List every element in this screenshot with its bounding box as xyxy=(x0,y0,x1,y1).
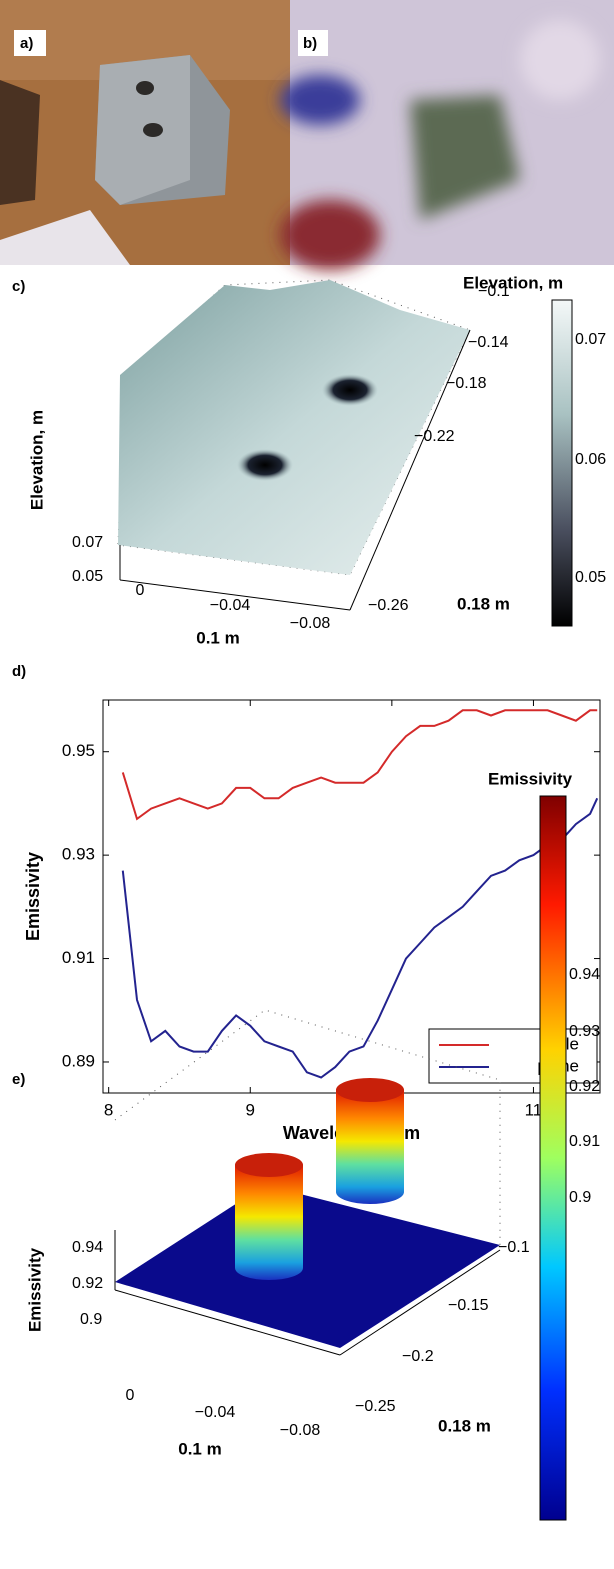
x-tick-label: 0 xyxy=(136,582,145,599)
y-tick-label: −0.2 xyxy=(402,1348,434,1365)
z-tick-label: 0.07 xyxy=(72,534,103,551)
panel-label: b) xyxy=(303,35,317,52)
panel-label: a) xyxy=(20,35,33,52)
x-axis-label: 0.1 m xyxy=(196,628,239,647)
y-tick-label: −0.18 xyxy=(446,375,487,392)
z-tick-label: 0.9 xyxy=(80,1311,102,1328)
x-tick-label: 8 xyxy=(104,1100,113,1119)
colorbar-title: Elevation, m xyxy=(463,273,563,292)
z-tick-label: 0.92 xyxy=(72,1275,103,1292)
z-tick-label: 0.05 xyxy=(72,568,103,585)
panel-e: e) 0.94 0.92 0.9 Emissivity 0 −0.04 −0.0… xyxy=(12,769,600,1521)
x-tick-label: −0.08 xyxy=(290,615,331,632)
y-tick-label: −0.26 xyxy=(368,597,409,614)
colorbar-tick-label: 0.91 xyxy=(569,1133,600,1150)
series-line xyxy=(121,709,598,821)
panel-label: e) xyxy=(12,1071,25,1088)
photo-a: a) xyxy=(0,0,290,265)
colorbar-tick-label: 0.9 xyxy=(569,1189,591,1206)
colorbar-tick-label: 0.94 xyxy=(569,966,600,983)
series-line xyxy=(121,797,599,1079)
colorbar-tick-label: 0.93 xyxy=(569,1023,600,1040)
y-tick-label: 0.95 xyxy=(62,741,95,760)
colorbar-tick-label: 0.05 xyxy=(575,569,606,586)
y-tick-label: −0.22 xyxy=(414,428,455,445)
y-tick-label: 0.93 xyxy=(62,845,95,864)
panel-c: c) 0.07 0.05 Elevation, m 0 −0.04 −0.08 … xyxy=(12,273,606,647)
y-tick-label: 0.89 xyxy=(62,1051,95,1070)
photo-b: b) xyxy=(280,0,614,270)
colorbar-tick-label: 0.92 xyxy=(569,1078,600,1095)
x-tick-label: 9 xyxy=(246,1100,255,1119)
colorbar-tick-label: 0.06 xyxy=(575,451,606,468)
x-tick-label: −0.04 xyxy=(195,1404,236,1421)
z-axis-label: Elevation, m xyxy=(27,410,46,510)
x-tick-label: 11 xyxy=(525,1100,543,1119)
panel-label: c) xyxy=(12,278,25,295)
x-tick-label: 0 xyxy=(126,1387,135,1404)
y-tick-label: −0.15 xyxy=(448,1297,489,1314)
panel-label: d) xyxy=(12,663,26,680)
x-tick-label: −0.08 xyxy=(280,1422,321,1439)
y-tick-label: −0.1 xyxy=(478,283,510,300)
y-tick-label: −0.25 xyxy=(355,1398,396,1415)
colorbar-title: Emissivity xyxy=(488,769,573,788)
x-tick-label: −0.04 xyxy=(210,597,251,614)
z-tick-label: 0.94 xyxy=(72,1239,103,1256)
y-tick-label: −0.1 xyxy=(498,1239,530,1256)
colorbar-tick-label: 0.07 xyxy=(575,331,606,348)
y-axis-label: Emissivity xyxy=(23,852,43,941)
y-tick-label: −0.14 xyxy=(468,334,509,351)
y-axis-label: 0.18 m xyxy=(457,594,510,613)
y-tick-label: 0.91 xyxy=(62,948,95,967)
z-axis-label: Emissivity xyxy=(25,1247,44,1332)
legend-box xyxy=(428,1028,598,1084)
y-axis-label: 0.18 m xyxy=(438,1416,491,1435)
x-axis-label: 0.1 m xyxy=(178,1439,221,1458)
